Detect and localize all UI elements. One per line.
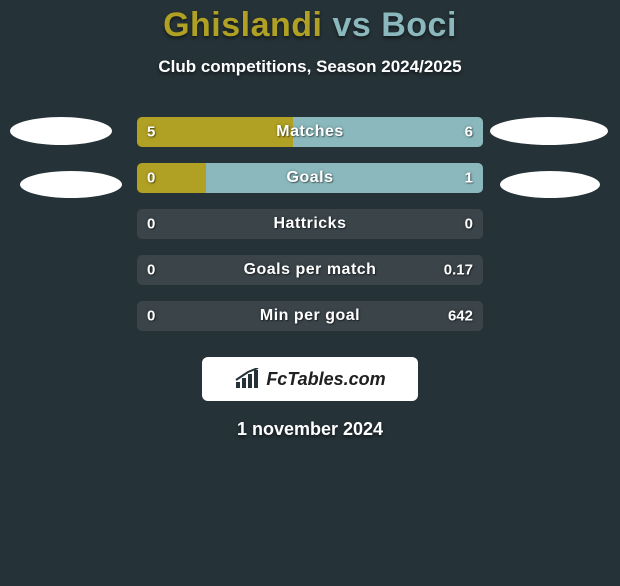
stat-row: 01Goals: [137, 163, 483, 193]
player2-badge-top: [490, 117, 608, 145]
stat-label: Hattricks: [137, 215, 483, 233]
source-name: FcTables.com: [266, 369, 385, 390]
stat-label: Min per goal: [137, 307, 483, 325]
stats-bars: 56Matches 01Goals 00Hattricks 00.17Goals pe…: [137, 117, 483, 331]
stat-row: 00Hattricks: [137, 209, 483, 239]
vs-word: vs: [332, 6, 371, 44]
snapshot-date: 1 november 2024: [0, 419, 620, 440]
source-badge: FcTables.com: [202, 357, 418, 401]
stat-row: 00.17Goals per match: [137, 255, 483, 285]
stat-label: Goals per match: [137, 261, 483, 279]
player1-badge-bottom: [20, 171, 122, 198]
stat-label: Matches: [137, 123, 483, 141]
stats-stage: 56Matches 01Goals 00Hattricks 00.17Goals pe…: [0, 103, 620, 339]
player2-name: Boci: [381, 6, 457, 44]
comparison-title: Ghislandi vs Boci: [0, 6, 620, 45]
stat-label: Goals: [137, 169, 483, 187]
stat-row: 0642Min per goal: [137, 301, 483, 331]
player1-badge-top: [10, 117, 112, 145]
player2-badge-bottom: [500, 171, 600, 198]
player1-name: Ghislandi: [163, 6, 322, 44]
competition-subtitle: Club competitions, Season 2024/2025: [0, 57, 620, 77]
bar-chart-icon: [234, 368, 260, 390]
stat-row: 56Matches: [137, 117, 483, 147]
